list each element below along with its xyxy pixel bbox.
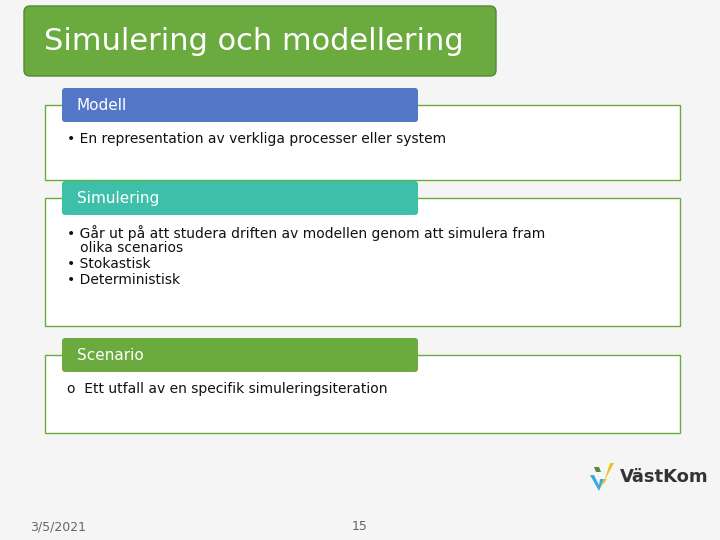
Text: Modell: Modell <box>77 98 127 112</box>
FancyBboxPatch shape <box>45 105 680 180</box>
Text: Simulering: Simulering <box>77 191 159 206</box>
FancyBboxPatch shape <box>62 181 418 215</box>
Text: Simulering och modellering: Simulering och modellering <box>44 26 464 56</box>
Polygon shape <box>599 463 614 491</box>
FancyBboxPatch shape <box>62 338 418 372</box>
Polygon shape <box>594 467 601 472</box>
Text: 15: 15 <box>352 520 368 533</box>
Text: VästKom: VästKom <box>620 468 708 486</box>
Text: Scenario: Scenario <box>77 348 144 362</box>
Text: 3/5/2021: 3/5/2021 <box>30 520 86 533</box>
Text: • Stokastisk: • Stokastisk <box>67 257 150 271</box>
Polygon shape <box>590 475 604 491</box>
Text: • En representation av verkliga processer eller system: • En representation av verkliga processe… <box>67 132 446 146</box>
FancyBboxPatch shape <box>24 6 496 76</box>
FancyBboxPatch shape <box>62 88 418 122</box>
FancyBboxPatch shape <box>45 355 680 433</box>
Text: • Går ut på att studera driften av modellen genom att simulera fram: • Går ut på att studera driften av model… <box>67 225 545 241</box>
FancyBboxPatch shape <box>45 198 680 326</box>
Text: olika scenarios: olika scenarios <box>67 241 183 255</box>
Text: o  Ett utfall av en specifik simuleringsiteration: o Ett utfall av en specifik simuleringsi… <box>67 382 387 396</box>
Text: • Deterministisk: • Deterministisk <box>67 273 180 287</box>
